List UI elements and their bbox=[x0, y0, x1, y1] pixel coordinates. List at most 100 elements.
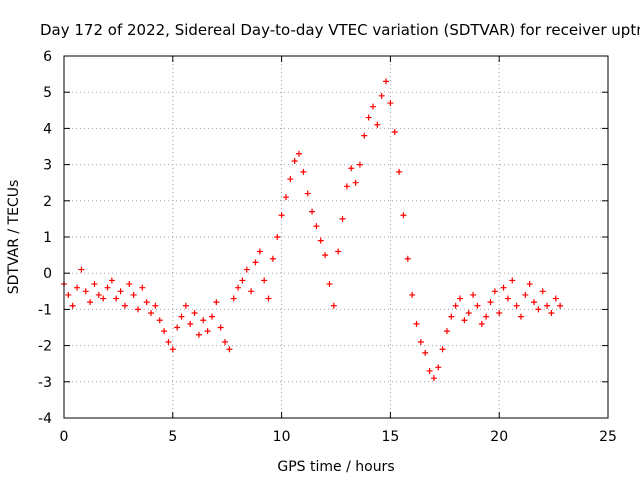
data-point bbox=[252, 259, 259, 266]
data-point bbox=[65, 291, 72, 298]
data-point bbox=[113, 295, 120, 302]
data-point bbox=[230, 295, 237, 302]
data-point bbox=[74, 284, 81, 291]
data-point bbox=[452, 302, 459, 309]
y-tick-label: -3 bbox=[38, 375, 52, 391]
axis-ticks bbox=[63, 55, 609, 419]
data-point bbox=[317, 237, 324, 244]
data-point bbox=[156, 317, 163, 324]
data-point bbox=[204, 328, 211, 335]
data-point bbox=[443, 328, 450, 335]
data-point bbox=[387, 100, 394, 107]
data-point bbox=[461, 317, 468, 324]
data-point bbox=[69, 302, 76, 309]
data-point bbox=[208, 313, 215, 320]
data-point bbox=[248, 288, 255, 295]
data-point bbox=[491, 288, 498, 295]
data-point bbox=[400, 212, 407, 219]
data-point bbox=[457, 295, 464, 302]
data-point bbox=[121, 302, 128, 309]
data-point bbox=[552, 295, 559, 302]
data-point bbox=[95, 291, 102, 298]
data-points bbox=[61, 78, 564, 382]
data-point bbox=[117, 288, 124, 295]
data-point bbox=[274, 234, 281, 240]
data-point bbox=[522, 291, 529, 298]
data-point bbox=[100, 295, 107, 302]
data-point bbox=[500, 284, 507, 291]
data-point bbox=[361, 132, 368, 139]
data-point bbox=[548, 310, 555, 317]
data-point bbox=[213, 299, 220, 306]
y-tick-label: -2 bbox=[38, 339, 52, 355]
data-point bbox=[161, 328, 168, 335]
data-point bbox=[87, 299, 94, 306]
data-point bbox=[261, 277, 268, 284]
data-point bbox=[439, 346, 446, 353]
data-point bbox=[291, 157, 298, 164]
data-point bbox=[426, 367, 433, 374]
data-point bbox=[256, 248, 263, 255]
data-point bbox=[278, 212, 285, 219]
data-point bbox=[287, 176, 294, 183]
data-point bbox=[243, 266, 250, 273]
data-point bbox=[313, 223, 320, 230]
data-point bbox=[352, 179, 359, 186]
data-point bbox=[383, 78, 390, 85]
data-point bbox=[152, 302, 159, 309]
x-tick-labels: 0 5 10 15 20 25 bbox=[60, 429, 617, 445]
data-point bbox=[335, 248, 342, 255]
data-point bbox=[187, 320, 194, 327]
data-point bbox=[226, 346, 233, 353]
y-axis-label: SDTVAR / TECUs bbox=[6, 180, 22, 295]
data-point bbox=[539, 288, 546, 295]
y-tick-label: 2 bbox=[43, 194, 52, 210]
data-point bbox=[422, 349, 429, 356]
data-point bbox=[478, 320, 485, 327]
data-point bbox=[470, 291, 477, 298]
chart-title: Day 172 of 2022, Sidereal Day-to-day VTE… bbox=[40, 21, 640, 39]
data-point bbox=[82, 288, 89, 295]
data-point bbox=[374, 121, 381, 128]
y-tick-label: 1 bbox=[43, 230, 52, 246]
x-tick-label: 10 bbox=[273, 429, 291, 445]
data-point bbox=[378, 92, 385, 99]
data-point bbox=[330, 302, 337, 309]
data-point bbox=[326, 281, 333, 288]
data-point bbox=[526, 281, 533, 288]
data-point bbox=[413, 320, 420, 327]
y-tick-label: 4 bbox=[43, 121, 52, 137]
x-axis-label: GPS time / hours bbox=[277, 459, 394, 475]
data-point bbox=[509, 277, 516, 284]
data-point bbox=[557, 302, 564, 309]
data-point bbox=[339, 215, 346, 222]
data-point bbox=[535, 306, 542, 313]
data-point bbox=[296, 150, 303, 157]
data-point bbox=[348, 165, 355, 172]
y-tick-label: 0 bbox=[43, 266, 52, 282]
data-point bbox=[239, 277, 246, 284]
data-point bbox=[356, 161, 363, 168]
data-point bbox=[269, 255, 276, 262]
data-point bbox=[200, 317, 207, 324]
data-point bbox=[169, 346, 176, 353]
y-tick-label: -1 bbox=[38, 302, 52, 318]
data-point bbox=[409, 291, 416, 298]
data-point bbox=[108, 277, 115, 284]
data-point bbox=[222, 338, 229, 345]
y-tick-label: -4 bbox=[38, 411, 52, 427]
data-point bbox=[448, 313, 455, 320]
data-point bbox=[517, 313, 524, 320]
data-point bbox=[126, 281, 133, 288]
data-point bbox=[304, 190, 311, 197]
data-point bbox=[404, 255, 411, 262]
data-point bbox=[174, 324, 181, 331]
data-point bbox=[178, 313, 185, 320]
data-point bbox=[300, 168, 307, 175]
x-tick-label: 20 bbox=[490, 429, 508, 445]
data-point bbox=[504, 295, 511, 302]
data-point bbox=[544, 302, 551, 309]
data-point bbox=[139, 284, 146, 291]
data-point bbox=[78, 266, 85, 273]
